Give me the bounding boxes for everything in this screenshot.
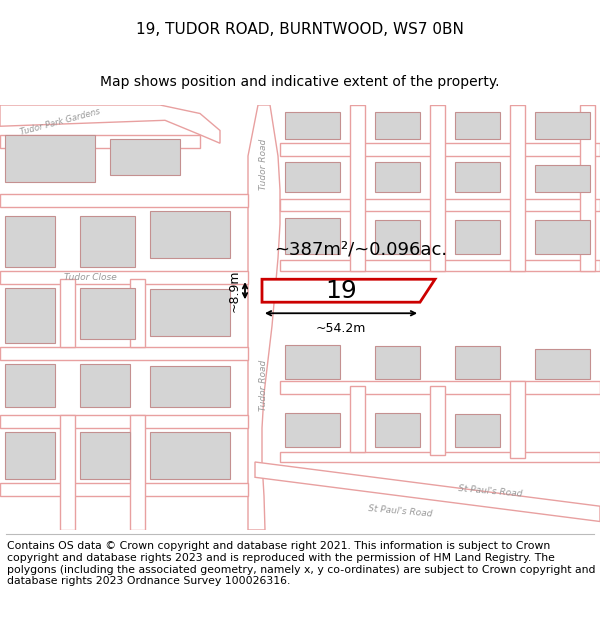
Bar	[150, 211, 230, 258]
Bar	[80, 432, 130, 479]
Polygon shape	[280, 452, 600, 462]
Polygon shape	[0, 105, 220, 143]
Bar	[285, 162, 340, 192]
Bar	[535, 220, 590, 254]
Text: St Paul's Road: St Paul's Road	[368, 504, 433, 519]
Polygon shape	[280, 199, 600, 211]
Polygon shape	[130, 279, 145, 348]
Polygon shape	[280, 143, 600, 156]
Text: ~54.2m: ~54.2m	[316, 322, 366, 335]
Bar	[5, 288, 55, 343]
Bar	[455, 112, 500, 139]
Bar	[150, 289, 230, 336]
Polygon shape	[280, 381, 600, 394]
Bar	[5, 432, 55, 479]
Bar	[375, 112, 420, 139]
Polygon shape	[262, 279, 435, 302]
Text: Tudor Road: Tudor Road	[259, 360, 268, 411]
Text: Tudor Close: Tudor Close	[64, 273, 116, 282]
Text: Contains OS data © Crown copyright and database right 2021. This information is : Contains OS data © Crown copyright and d…	[7, 541, 596, 586]
Polygon shape	[255, 462, 600, 521]
Text: 19: 19	[325, 279, 357, 302]
Bar	[285, 218, 340, 254]
Polygon shape	[0, 194, 248, 207]
Polygon shape	[60, 279, 75, 348]
Text: ~387m²/~0.096ac.: ~387m²/~0.096ac.	[274, 240, 448, 258]
Bar	[455, 220, 500, 254]
Bar	[285, 345, 340, 379]
Polygon shape	[60, 415, 75, 530]
Polygon shape	[0, 135, 200, 148]
Bar	[455, 162, 500, 192]
Polygon shape	[430, 386, 445, 455]
Polygon shape	[130, 415, 145, 530]
Text: 19, TUDOR ROAD, BURNTWOOD, WS7 0BN: 19, TUDOR ROAD, BURNTWOOD, WS7 0BN	[136, 22, 464, 37]
Bar	[535, 349, 590, 379]
Polygon shape	[248, 105, 280, 530]
Bar	[80, 364, 130, 407]
Bar	[455, 414, 500, 447]
Polygon shape	[580, 105, 595, 271]
Polygon shape	[510, 105, 525, 271]
Bar	[285, 412, 340, 447]
Text: Tudor Road: Tudor Road	[259, 139, 268, 190]
Bar	[5, 216, 55, 266]
Bar	[80, 216, 135, 266]
Polygon shape	[0, 415, 248, 428]
Text: Tudor Park Gardens: Tudor Park Gardens	[19, 107, 101, 137]
Bar	[535, 112, 590, 139]
Bar	[455, 346, 500, 379]
Bar	[535, 164, 590, 192]
Bar	[285, 112, 340, 139]
Bar	[150, 366, 230, 407]
Bar	[375, 346, 420, 379]
Text: Map shows position and indicative extent of the property.: Map shows position and indicative extent…	[100, 75, 500, 89]
Bar	[5, 135, 95, 181]
Polygon shape	[0, 483, 248, 496]
Polygon shape	[280, 260, 600, 271]
Polygon shape	[0, 348, 248, 360]
Bar	[80, 288, 135, 339]
Bar	[375, 220, 420, 254]
Bar	[375, 412, 420, 447]
Polygon shape	[430, 105, 445, 271]
Bar	[5, 364, 55, 407]
Polygon shape	[0, 271, 248, 284]
Polygon shape	[350, 105, 365, 271]
Polygon shape	[510, 381, 525, 458]
Bar	[375, 162, 420, 192]
Bar	[150, 432, 230, 479]
Polygon shape	[350, 386, 365, 452]
Text: St Paul's Road: St Paul's Road	[458, 484, 523, 499]
Bar	[110, 139, 180, 175]
Text: ~8.9m: ~8.9m	[228, 269, 241, 312]
